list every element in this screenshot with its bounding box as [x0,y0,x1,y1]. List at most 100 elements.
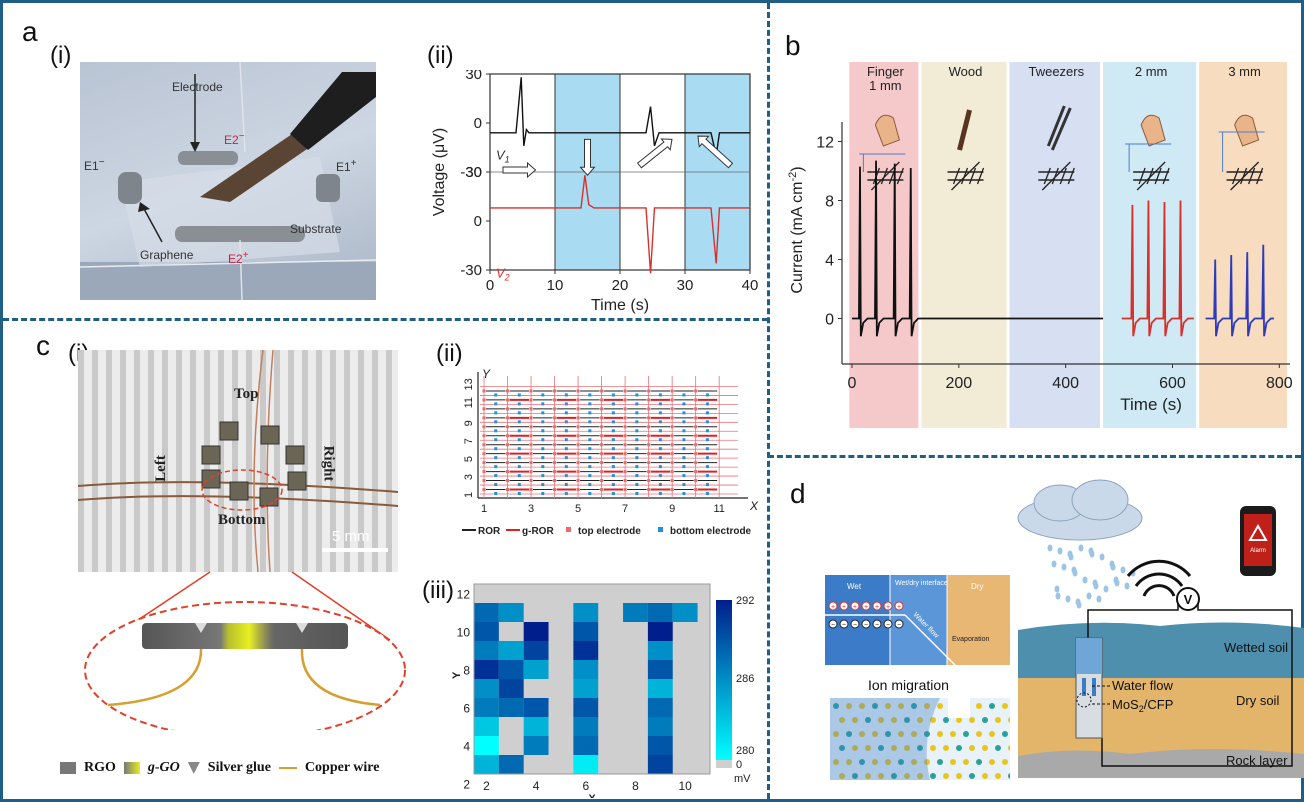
colorbar-zero-swatch [716,760,732,768]
heatmap-cell [498,755,524,774]
heatmap-cell [523,717,549,736]
grid-x-tick-5: 11 [713,503,724,515]
voltmeter-label: V [1184,592,1193,607]
graphene-photo-drawing [80,62,376,300]
svg-text:+: + [831,604,835,611]
lattice-atom [924,759,930,765]
lattice-atom [943,745,949,751]
heatmap-cell [647,641,673,660]
colorbar-tick-1: 286 [736,673,754,685]
lattice-atom [1008,745,1010,751]
plus-ion [828,601,838,611]
lattice-atom [833,731,839,737]
rain-drop [1057,547,1063,555]
rain-drop [1120,566,1126,574]
svg-text:+: + [886,604,890,611]
lattice-atom [917,745,923,751]
inset-ions: + − + − + − + − + − + − + − [828,601,904,629]
water-flow-label: Water flow [1112,678,1174,693]
heatmap-cell [573,717,599,736]
rain-drop [1068,553,1074,561]
heatmap-x-tick-0: 2 [483,779,490,793]
heatmap-cell [498,660,524,679]
minus-ion [839,619,849,629]
lattice-atom [833,703,839,709]
heatmap-x-tick-2: 6 [582,779,589,793]
y-tick-label-top-2: -30 [460,164,482,181]
lattice-atom [930,745,936,751]
lattice-atom [885,759,891,765]
rain-drop [1103,585,1109,593]
svg-text:+: + [864,604,868,611]
lattice-atom [982,773,988,779]
condition-band-2 [1009,62,1101,428]
b-y-tick-label-3: 12 [816,135,834,152]
heatmap-y-tick-0: 2 [463,778,470,792]
heatmap-cell [523,622,549,641]
ion-migration-label: Ion migration [868,677,949,693]
lattice-atom [937,731,943,737]
heatmap-x-tick-3: 8 [632,779,639,793]
lattice-atom [859,703,865,709]
x-tick-label-3: 30 [677,277,694,294]
grid-y-tick-4: 9 [463,420,475,426]
rain-drop [1065,595,1071,603]
plus-ion [839,601,849,611]
svg-text:+: + [853,604,857,611]
grid-y-tick-2: 5 [463,456,475,462]
lattice-atom [995,717,1001,723]
rain-drop [1061,563,1067,571]
lattice-atoms [833,703,1010,779]
column-label-0: Finger 1 mm [867,64,905,93]
grid-y-tick-5: 11 [463,397,475,408]
rgo-swatch [60,762,76,774]
heatmap-cell [647,660,673,679]
condition-band-1 [921,62,1007,428]
grid-legend-label-0: ROR [478,526,501,537]
panel-b-label: b [785,30,801,61]
grid-x-tick-3: 7 [622,503,628,515]
heatmap-cell [498,679,524,698]
rock-layer-label: Rock layer [1226,753,1288,768]
alarm-label: Alarm [1250,548,1266,554]
sensor-schematic [84,571,406,730]
mos2-cfp-label: MoS2/CFP [1112,697,1173,714]
scale-bar-label: 5 mm [332,528,370,545]
direction-arrow-1 [579,138,596,177]
heatmap-x-tick-4: 10 [678,779,692,793]
phone-icon: Alarm [1240,506,1276,576]
b-x-tick-label-4: 800 [1266,375,1293,392]
lattice-atom [937,759,943,765]
heatmap-x-axis-label: X [588,793,596,798]
lattice-atom [969,773,975,779]
heatmap-cell [523,660,549,679]
lattice-atom [839,773,845,779]
heatmap-y-tick-3: 8 [463,664,470,678]
heatmap-cell [474,641,499,660]
x-tick-label-2: 20 [612,277,629,294]
wetted-soil-label: Wetted soil [1224,640,1288,655]
b-y-tick-label-1: 4 [825,253,834,270]
y-tick-label-bottom-1: 0 [474,213,482,230]
heatmap-cell [474,717,499,736]
lattice-atom [950,731,956,737]
heatmap-y-tick-2: 6 [463,702,470,716]
lattice-atom [885,731,891,737]
heatmap-y-tick-4: 10 [457,626,471,640]
lattice-atom [943,717,949,723]
heatmap-cell [573,622,599,641]
rain-drop [1110,563,1116,571]
minus-ion [872,619,882,629]
divider-a-c [3,318,768,321]
heatmap-x-tick-1: 4 [533,779,540,793]
y-axis-label: Voltage (μV) [431,128,448,216]
plus-ion [861,601,871,611]
lattice-atom [943,773,949,779]
lattice-atom [1002,759,1008,765]
lattice-atom [885,703,891,709]
x-tick-label-0: 0 [486,277,494,294]
minus-ion [828,619,838,629]
lattice-atom [839,745,845,751]
